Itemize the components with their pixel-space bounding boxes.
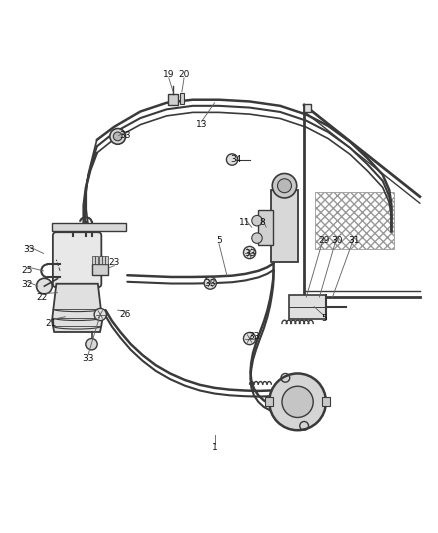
Bar [102,256,105,264]
Bar [322,398,330,406]
Bar [106,256,108,264]
Text: 22: 22 [36,293,48,302]
Text: 5: 5 [321,314,327,324]
Bar [52,223,126,231]
Circle shape [113,132,122,141]
FancyBboxPatch shape [53,232,101,287]
Circle shape [36,278,52,294]
Text: 33: 33 [23,245,35,254]
Circle shape [110,128,126,144]
Bar [180,93,184,103]
Text: 26: 26 [120,310,131,319]
Bar [92,256,95,264]
Circle shape [94,309,106,321]
Circle shape [252,233,262,244]
Text: 25: 25 [21,266,32,276]
Bar [265,398,273,406]
Text: 30: 30 [331,236,343,245]
Polygon shape [52,284,102,332]
Circle shape [252,215,262,226]
Circle shape [86,338,97,350]
Text: 19: 19 [163,70,174,79]
Bar [304,103,311,111]
Text: 1: 1 [212,443,218,452]
Text: 11: 11 [240,219,251,228]
Circle shape [244,246,256,259]
Text: 13: 13 [196,120,207,129]
Text: 33: 33 [244,249,255,258]
Text: 20: 20 [178,70,190,79]
Bar [258,210,273,245]
Circle shape [282,386,313,417]
Bar [99,256,102,264]
Circle shape [244,333,256,345]
Circle shape [269,374,326,430]
Text: 5: 5 [216,236,222,245]
Circle shape [226,154,238,165]
Text: 32: 32 [21,280,32,289]
Text: 23: 23 [109,257,120,266]
Text: 33: 33 [120,131,131,140]
Circle shape [278,179,291,193]
Bar [95,256,98,264]
Circle shape [272,174,297,198]
Text: 34: 34 [231,155,242,164]
Text: 33: 33 [82,354,94,362]
Text: 33: 33 [205,279,216,288]
Text: 8: 8 [260,219,265,228]
Bar [92,264,108,275]
Bar [289,295,326,319]
Bar [272,190,297,262]
Bar [168,94,178,105]
Circle shape [204,277,216,289]
Text: 21: 21 [45,319,57,328]
Text: 29: 29 [318,236,329,245]
Text: 31: 31 [349,236,360,245]
Text: 33: 33 [248,332,260,341]
